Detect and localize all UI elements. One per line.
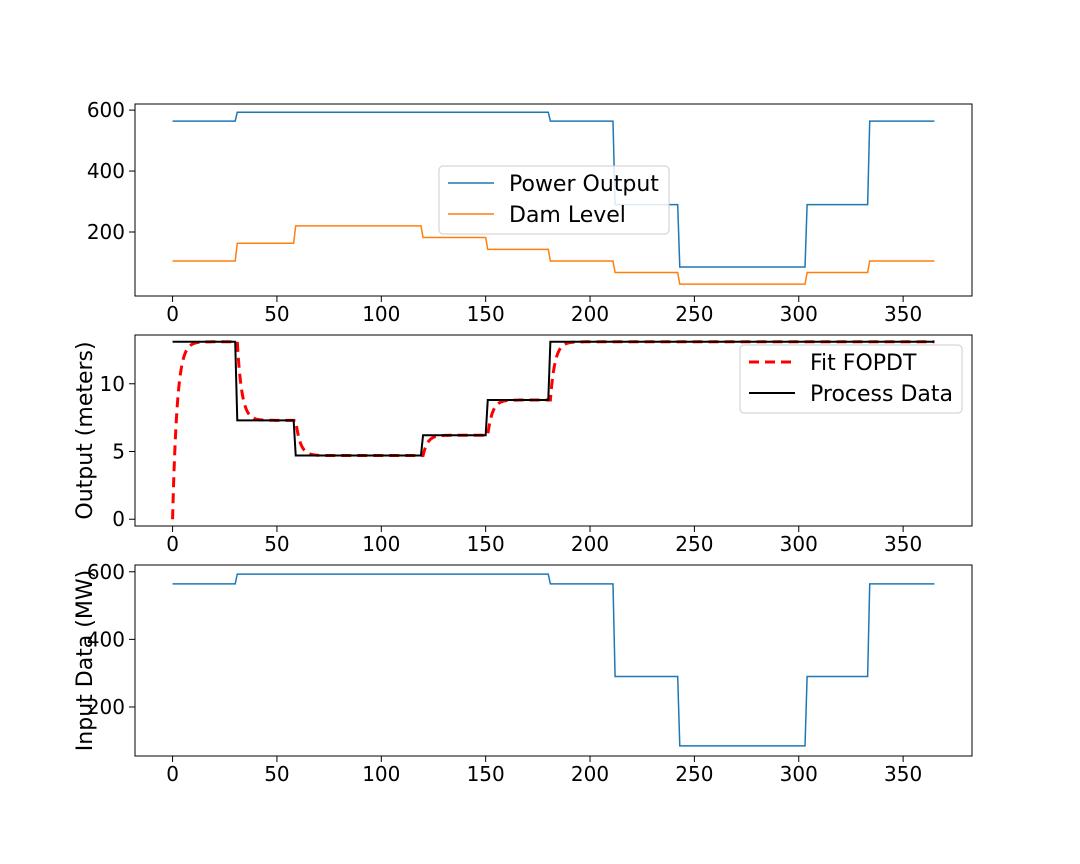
x-tick-label: 350	[884, 532, 922, 556]
x-tick-label: 0	[166, 532, 179, 556]
x-tick-label: 50	[264, 762, 289, 786]
x-tick-label: 250	[675, 532, 713, 556]
legend-label: Process Data	[810, 382, 953, 407]
x-tick-label: 100	[362, 762, 400, 786]
x-tick-label: 300	[780, 762, 818, 786]
x-tick-label: 100	[362, 302, 400, 326]
x-tick-label: 200	[571, 762, 609, 786]
series-line-input-2	[172, 573, 935, 747]
y-tick-label: 200	[87, 695, 125, 719]
y-tick-label: 5	[112, 439, 125, 463]
x-tick-label: 0	[166, 762, 179, 786]
y-tick-label: 400	[87, 627, 125, 651]
y-tick-label: 200	[87, 220, 125, 244]
x-tick-label: 350	[884, 302, 922, 326]
y-tick-label: 0	[112, 507, 125, 531]
x-tick-label: 100	[362, 532, 400, 556]
x-tick-label: 0	[166, 302, 179, 326]
legend-label: Dam Level	[509, 203, 626, 228]
x-tick-label: 50	[264, 532, 289, 556]
x-tick-label: 350	[884, 762, 922, 786]
legend-label: Power Output	[509, 172, 659, 197]
subplot-power-dam: 0 50 100 150 200 250 300 350 200 400 600 Power Outp…	[87, 98, 973, 326]
y-axis-label: Output (meters)	[73, 341, 98, 519]
x-tick-label: 50	[264, 302, 289, 326]
axes-frame	[134, 564, 973, 757]
x-tick-label: 300	[780, 532, 818, 556]
x-tick-label: 150	[467, 302, 505, 326]
y-tick-label: 400	[87, 159, 125, 183]
axes-frame	[134, 334, 973, 527]
x-tick-label: 300	[780, 302, 818, 326]
y-tick-label: 600	[87, 98, 125, 122]
x-tick-label: 150	[467, 532, 505, 556]
y-tick-label: 600	[87, 560, 125, 584]
legend: Power Output Dam Level	[438, 165, 670, 235]
series-line-dam-level	[172, 225, 935, 285]
legend: Fit FOPDT Process Data	[739, 344, 963, 414]
x-tick-label: 250	[675, 762, 713, 786]
axes-frame	[134, 103, 973, 297]
series-line-process-data	[172, 340, 935, 457]
y-tick-label: 10	[100, 372, 125, 396]
x-tick-label: 250	[675, 302, 713, 326]
legend-label: Fit FOPDT	[810, 351, 917, 376]
x-tick-label: 150	[467, 762, 505, 786]
x-tick-label: 200	[571, 302, 609, 326]
y-axis-label: Input Data (MW)	[73, 570, 98, 751]
x-tick-label: 200	[571, 532, 609, 556]
